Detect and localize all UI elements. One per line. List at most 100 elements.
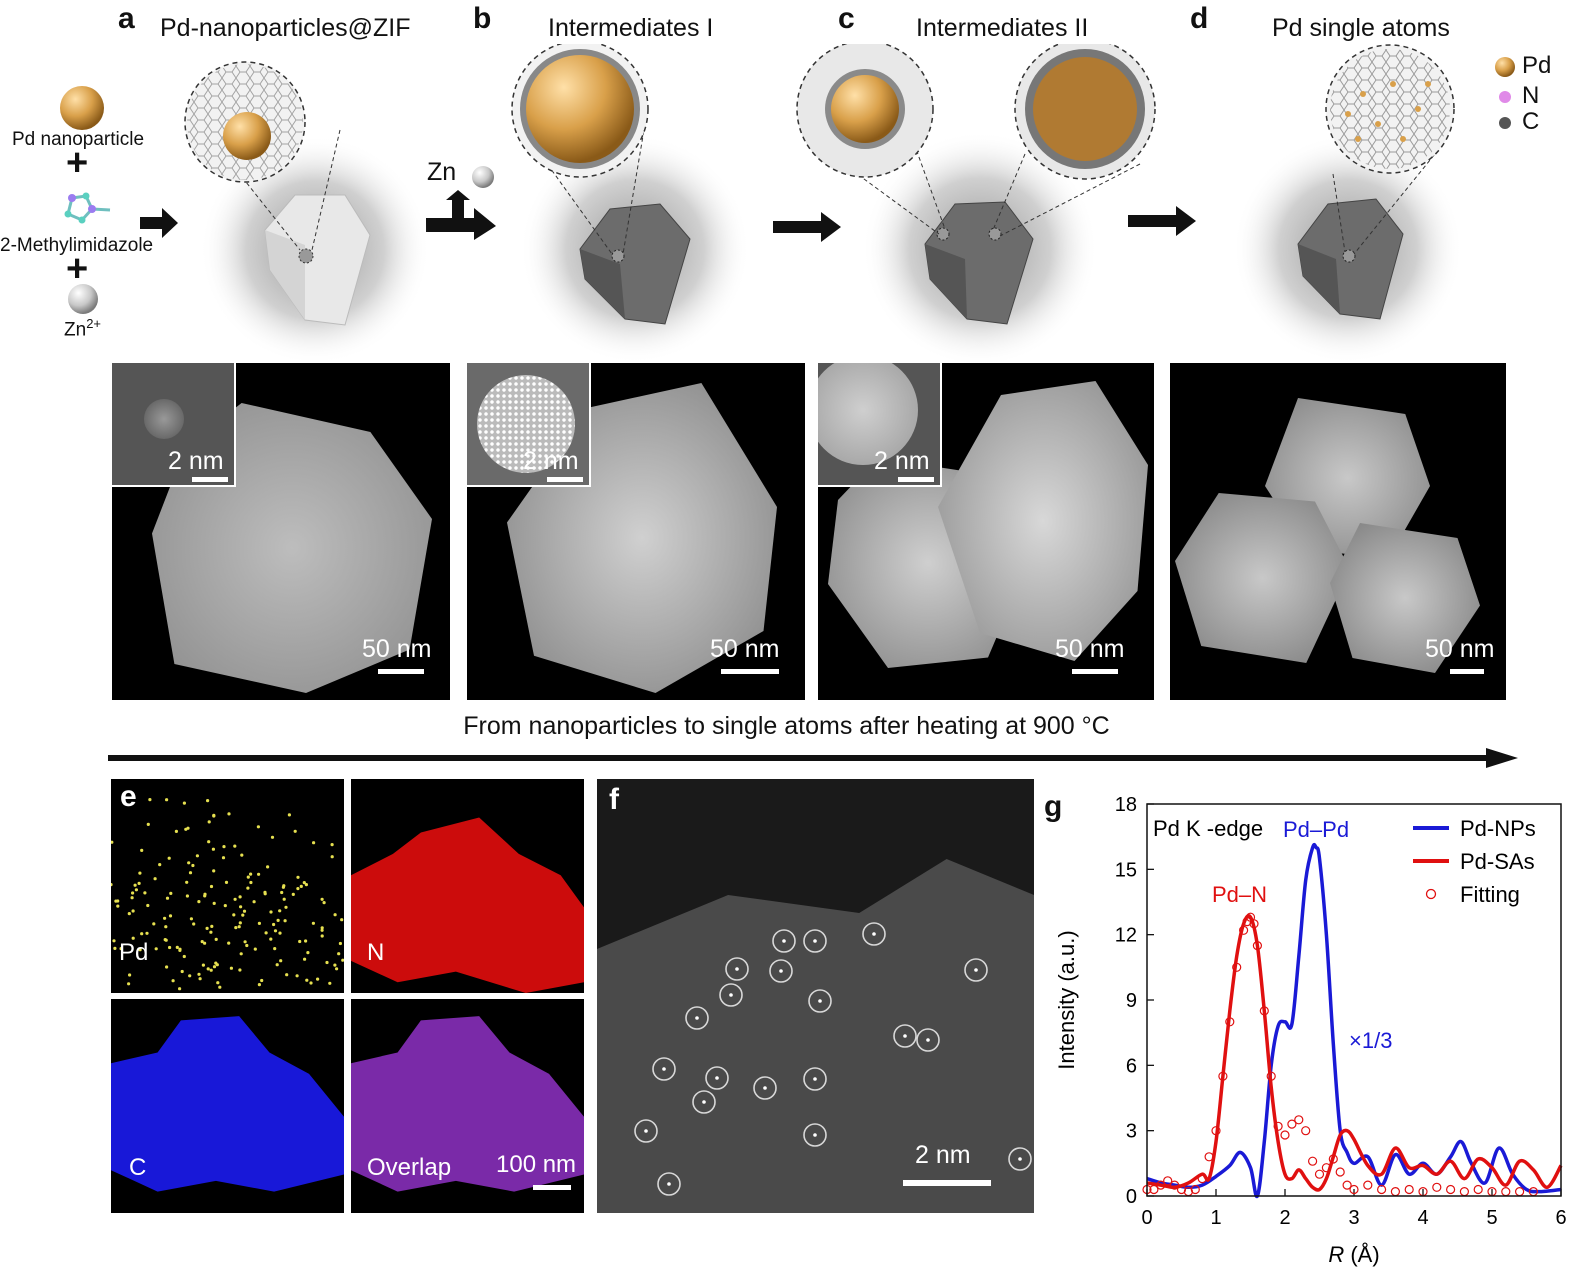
single-atom-circle — [705, 1066, 729, 1090]
pd-nanoparticle-icon — [60, 86, 104, 130]
scale-label: 50 nm — [1425, 635, 1495, 663]
single-atom-dot — [1018, 1157, 1022, 1161]
y-tick-label: 3 — [1126, 1121, 1137, 1143]
single-atom-circle — [652, 1057, 676, 1081]
pd-signal-dot — [245, 943, 249, 948]
fitting-point — [1149, 1184, 1159, 1195]
pd-signal-dot — [111, 883, 113, 887]
pd-signal-dot — [128, 973, 132, 977]
pd-signal-dot — [131, 936, 135, 940]
pd-signal-dot — [330, 855, 334, 859]
fitting-point — [1459, 1187, 1469, 1197]
pd-signal-dot — [320, 897, 324, 901]
pd-signal-dot — [152, 922, 156, 926]
inset-scale-bar — [192, 477, 228, 482]
pd-signal-dot — [293, 829, 297, 833]
pd-signal-dot — [285, 973, 289, 977]
pd-signal-dot — [243, 940, 247, 944]
eds-map-pd: Pd — [111, 779, 344, 993]
pd-signal-dot — [328, 981, 332, 985]
pd-signal-dot — [212, 813, 216, 817]
pd-signal-dot — [191, 863, 195, 868]
pd-signal-dot — [279, 959, 283, 963]
single-atom-circle — [916, 1028, 940, 1052]
fitting-point — [1190, 1184, 1200, 1195]
pd-signal-dot — [281, 885, 285, 889]
inset-c: 2 nm — [818, 363, 942, 487]
c-atom-legend-icon — [1499, 117, 1511, 129]
haadf-scale-label: 2 nm — [915, 1141, 971, 1169]
panel-label-e: e — [120, 780, 137, 813]
pd-signal-dot — [145, 931, 149, 935]
single-atom-circle — [753, 1076, 777, 1100]
inset-scale-label: 2 nm — [168, 447, 224, 475]
pd-signal-dot — [249, 872, 253, 876]
pd-signal-dot — [272, 922, 276, 927]
pd-signal-dot — [239, 905, 243, 909]
plot-frame — [1146, 803, 1562, 1197]
pd-signal-dot — [165, 965, 169, 969]
pd-signal-dot — [209, 884, 214, 889]
pd-signal-dot — [212, 901, 216, 905]
pd-signal-dot — [112, 939, 116, 943]
fitting-point — [1176, 1184, 1187, 1195]
single-atom-circle — [964, 958, 988, 982]
process-caption: From nanoparticles to single atoms after… — [463, 712, 1110, 740]
pd-signal-dot — [264, 931, 268, 935]
single-atom-circle — [692, 1090, 716, 1114]
x-tick-label: 4 — [1417, 1207, 1428, 1229]
pd-signal-dot — [338, 941, 342, 946]
pd-signal-dot — [174, 829, 178, 833]
pd-signal-dot — [234, 926, 238, 930]
pd-signal-dot — [197, 900, 201, 904]
pd-signal-dot — [195, 854, 199, 858]
pd-signal-dot — [305, 978, 309, 982]
pd-signal-dot — [211, 847, 215, 851]
single-atom-markers — [634, 922, 1032, 1196]
inset-scale-bar — [898, 477, 934, 482]
pd-signal-dot — [333, 963, 337, 967]
fitting-point — [1266, 1071, 1276, 1081]
pd-signal-dot — [178, 987, 182, 991]
pd-signal-dot — [184, 827, 188, 831]
tem-image-b: 2 nm 50 nm — [467, 363, 805, 700]
pd-signal-dot — [257, 983, 261, 987]
zn-release-arrow-icon — [426, 190, 496, 240]
pd-signal-dot — [180, 969, 184, 974]
x-tick-label: 5 — [1486, 1207, 1497, 1229]
pd-signal-dot — [322, 901, 326, 905]
single-atom-circle — [685, 1006, 709, 1030]
chart-title: Pd K -edge — [1153, 816, 1263, 841]
pd-signal-dot — [256, 825, 260, 829]
single-atom-dot — [763, 1086, 767, 1090]
pd-signal-dot — [207, 820, 211, 824]
n-atom-legend-icon — [1499, 91, 1511, 103]
pd-signal-dot — [311, 921, 315, 925]
y-tick-label: 0 — [1126, 1186, 1137, 1208]
pd-signal-dot — [168, 945, 172, 950]
fitting-point — [1294, 1115, 1304, 1125]
single-atom-circle — [1008, 1147, 1032, 1171]
pd-signal-dot — [143, 891, 147, 895]
fitting-point — [1308, 1156, 1318, 1166]
reactant-zn-ion: Zn2+ — [64, 316, 101, 341]
single-atom-circle — [803, 929, 827, 953]
pd-signal-dot — [203, 941, 207, 945]
pd-signal-dot — [222, 845, 226, 849]
pd-signal-dot — [229, 966, 233, 970]
annotation-scale: ×1/3 — [1349, 1028, 1392, 1053]
schematic-d — [1233, 44, 1463, 364]
fitting-point — [1197, 1174, 1207, 1184]
fitting-point — [1239, 925, 1249, 935]
x-tick-label: 6 — [1555, 1207, 1566, 1229]
fitting-point — [1473, 1184, 1483, 1195]
schematic-c — [796, 44, 1156, 364]
pd-signal-dot — [227, 812, 231, 816]
fitting-point — [1501, 1187, 1511, 1197]
pd-signal-dot — [238, 895, 242, 899]
legend-n: N — [1522, 82, 1540, 109]
pd-signal-dot — [116, 904, 120, 908]
fitting-point — [1287, 1119, 1297, 1129]
scale-bar — [721, 669, 779, 674]
haadf-image: f 2 nm — [597, 779, 1034, 1213]
